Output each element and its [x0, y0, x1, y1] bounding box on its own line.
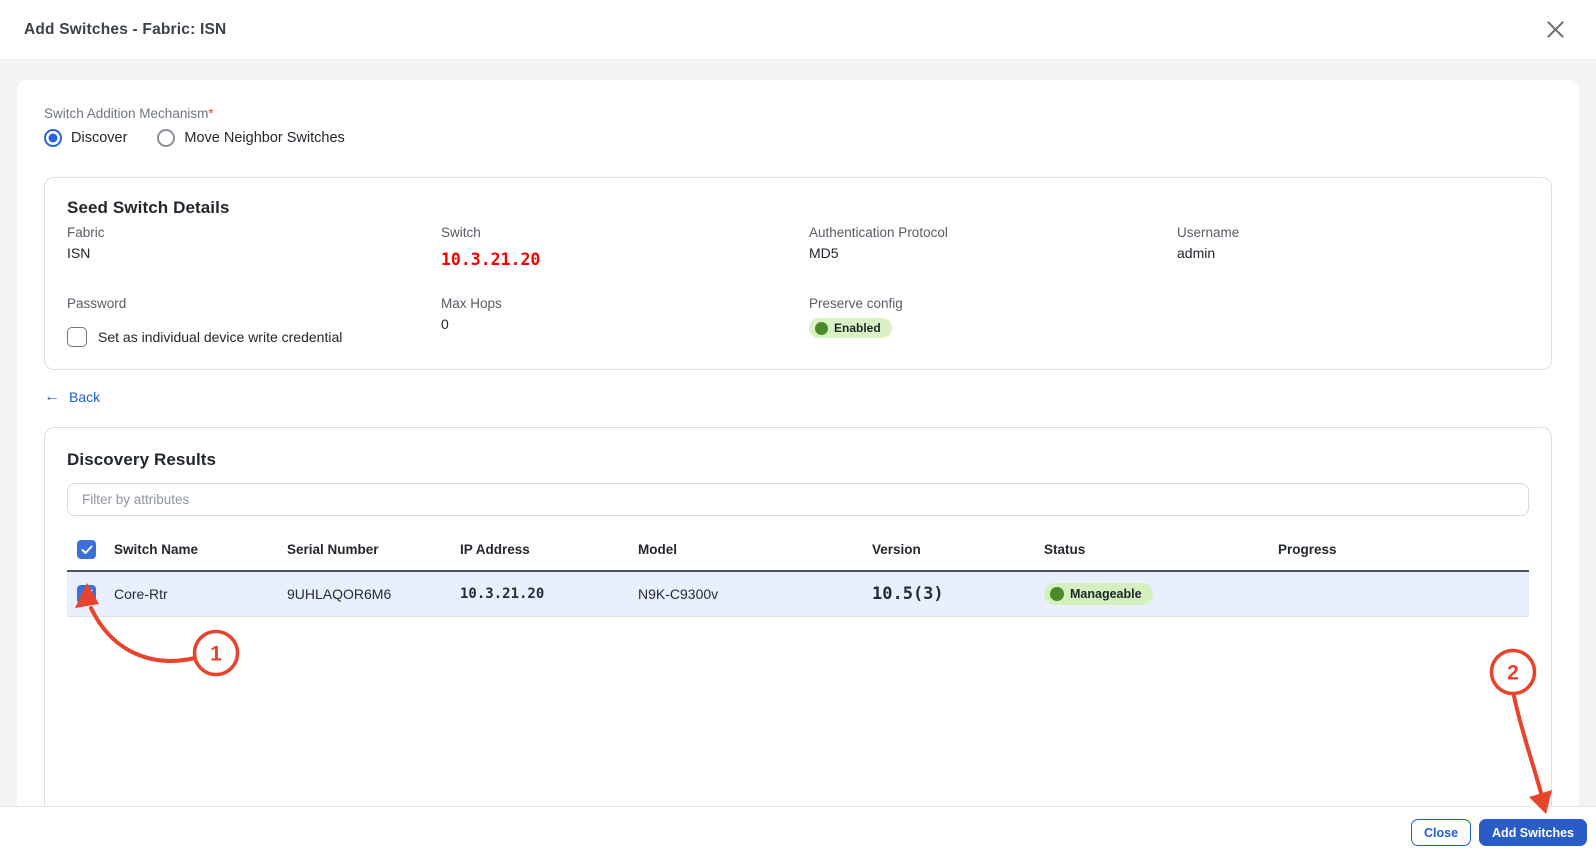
discovery-title: Discovery Results	[67, 450, 217, 469]
green-dot-icon	[815, 321, 828, 335]
preserve-config-label: Preserve config	[809, 296, 903, 311]
radio-move-neighbor-switches[interactable]: Move Neighbor Switches	[157, 129, 345, 147]
username-value: admin	[1177, 245, 1216, 261]
username-label: Username	[1177, 225, 1240, 240]
col-version: Version	[872, 530, 1044, 572]
col-serial-number: Serial Number	[287, 530, 460, 572]
cell-ip-address: 10.3.21.20	[460, 571, 638, 617]
cell-progress	[1278, 571, 1529, 617]
radio-discover[interactable]: Discover	[44, 129, 127, 147]
auth-protocol-label: Authentication Protocol	[809, 225, 948, 240]
checkbox-unchecked-icon[interactable]	[67, 327, 87, 347]
dialog-title: Add Switches - Fabric: ISN	[24, 20, 227, 38]
switch-label: Switch	[441, 225, 481, 240]
row-checkbox[interactable]	[77, 584, 96, 604]
max-hops-label: Max Hops	[441, 296, 502, 311]
field-preserve-config: Preserve config Enabled	[809, 295, 1177, 347]
discovery-results-card: Discovery Results	[44, 427, 1552, 806]
enabled-badge-text: Enabled	[834, 321, 881, 335]
status-badge-text: Manageable	[1070, 587, 1142, 601]
max-hops-value: 0	[441, 316, 449, 332]
table-row[interactable]: Core-Rtr 9UHLAQOR6M6 10.3.21.20 N9K-C930…	[67, 571, 1529, 617]
field-fabric: Fabric ISN	[67, 224, 441, 269]
cell-status: Manageable	[1044, 571, 1278, 617]
auth-protocol-value: MD5	[809, 245, 839, 261]
back-link[interactable]: ← Back	[44, 388, 101, 406]
required-asterisk: *	[208, 106, 214, 121]
manageable-badge: Manageable	[1044, 583, 1153, 605]
mechanism-label: Switch Addition Mechanism*	[44, 106, 1552, 121]
back-link-label: Back	[69, 389, 101, 405]
cell-version: 10.5(3)	[872, 571, 1044, 617]
discovery-table: Switch Name Serial Number IP Address Mod…	[67, 530, 1529, 617]
fabric-value: ISN	[67, 245, 91, 261]
fabric-label: Fabric	[67, 225, 105, 240]
col-ip-address: IP Address	[460, 530, 638, 572]
write-credential-checkbox[interactable]: Set as individual device write credentia…	[67, 327, 441, 347]
write-credential-label: Set as individual device write credentia…	[98, 329, 343, 345]
col-model: Model	[638, 530, 872, 572]
mechanism-radio-group: Discover Move Neighbor Switches	[44, 129, 1552, 147]
field-spacer	[1177, 295, 1529, 347]
close-button[interactable]: Close	[1410, 819, 1472, 846]
seed-switch-details-card: Seed Switch Details Fabric ISN Switch 10…	[44, 177, 1552, 370]
green-dot-icon	[1050, 587, 1064, 601]
field-password: Password Set as individual device write …	[67, 295, 441, 347]
field-username: Username admin	[1177, 224, 1529, 269]
cell-serial-number: 9UHLAQOR6M6	[287, 571, 460, 617]
close-icon[interactable]	[1542, 17, 1568, 43]
add-switches-button[interactable]: Add Switches	[1479, 819, 1587, 846]
enabled-badge: Enabled	[809, 318, 892, 338]
seed-fields-row-2: Password Set as individual device write …	[67, 295, 1529, 347]
dialog-body: Switch Addition Mechanism* Discover Move…	[0, 60, 1596, 806]
radio-selected-icon[interactable]	[44, 129, 62, 147]
seed-card-title: Seed Switch Details	[67, 198, 230, 217]
cell-model: N9K-C9300v	[638, 571, 872, 617]
mechanism-label-text: Switch Addition Mechanism	[44, 106, 209, 121]
col-status: Status	[1044, 530, 1278, 572]
content-panel: Switch Addition Mechanism* Discover Move…	[17, 80, 1579, 806]
dialog-header: Add Switches - Fabric: ISN	[0, 0, 1596, 60]
cell-switch-name: Core-Rtr	[114, 571, 287, 617]
radio-unselected-icon[interactable]	[157, 129, 176, 147]
table-header-row: Switch Name Serial Number IP Address Mod…	[67, 530, 1529, 572]
col-progress: Progress	[1278, 530, 1529, 572]
col-switch-name: Switch Name	[114, 530, 287, 572]
field-switch: Switch 10.3.21.20	[441, 224, 809, 269]
field-auth-protocol: Authentication Protocol MD5	[809, 224, 1177, 269]
seed-fields-row-1: Fabric ISN Switch 10.3.21.20 Authenticat…	[67, 224, 1529, 269]
radio-discover-label: Discover	[71, 130, 128, 146]
select-all-checkbox[interactable]	[77, 540, 96, 559]
field-max-hops: Max Hops 0	[441, 295, 809, 347]
filter-input[interactable]	[67, 483, 1529, 516]
password-label: Password	[67, 296, 127, 311]
switch-value: 10.3.21.20	[441, 250, 541, 269]
radio-move-label: Move Neighbor Switches	[184, 130, 345, 146]
back-arrow-icon: ←	[44, 388, 60, 405]
dialog-footer: Close Add Switches	[0, 806, 1596, 858]
